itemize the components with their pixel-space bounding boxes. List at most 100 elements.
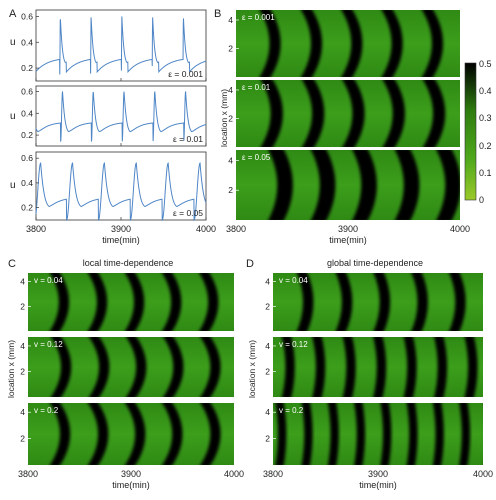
panel-a-plot-eps-0001: 0.2 0.4 0.6 ε = 0.001: [21, 9, 207, 82]
colorbar-tick: 0.3: [479, 113, 492, 123]
x-tick-label: 3800: [226, 224, 246, 234]
panel-b-heatmaps: 2 4 ε = 0.001 2 4 ε = 0.01 2 4 ε = 0.05: [228, 10, 460, 220]
panel-a-letter: A: [9, 8, 17, 20]
wave-band: [260, 80, 283, 147]
panel-b-letter: B: [214, 8, 221, 20]
wave-band: [87, 403, 109, 465]
panel-a-series-line: [35, 16, 207, 75]
wave-band: [394, 150, 420, 220]
y-tick-label: 0.2: [21, 130, 33, 140]
wave-band: [49, 403, 71, 465]
wave-band: [281, 337, 295, 397]
panel-a-series-line: [35, 162, 207, 222]
wave-band: [434, 337, 448, 397]
x-tick-label: 3900: [338, 224, 358, 234]
wave-band: [421, 10, 443, 77]
wave-band: [310, 150, 336, 220]
panel-d-heatmaps: 2 4 v = 0.04 2 4 v = 0.12 2 4 v = 0.2: [265, 273, 483, 465]
wave-band: [275, 403, 287, 465]
y-tick-label: 2: [20, 366, 25, 376]
heatmap-row: 2 4 ε = 0.01: [228, 80, 460, 147]
wave-band: [432, 403, 444, 465]
wave-band: [327, 403, 339, 465]
wave-band: [268, 150, 293, 220]
y-tick-label: 0.6: [21, 11, 33, 21]
heatmap-row: 2 4 v = 0.12: [20, 337, 234, 397]
wave-band: [259, 10, 281, 77]
heatmap-param-label: v = 0.12: [279, 340, 308, 349]
wave-band: [436, 150, 460, 220]
x-tick-label: 3900: [121, 469, 141, 479]
colorbar-tick: 0: [479, 195, 484, 205]
y-tick-label: 2: [20, 301, 25, 311]
y-tick-label: 2: [228, 113, 233, 123]
heatmap-param-label: v = 0.2: [279, 406, 304, 415]
panel-c-ylabel: location x (mm): [6, 340, 16, 398]
wave-band: [200, 403, 221, 465]
x-tick-label: 4000: [224, 469, 244, 479]
panel-d-xlabel: time(min): [359, 480, 397, 490]
wave-band: [87, 273, 108, 331]
wave-band: [373, 337, 387, 397]
panel-d-letter: D: [246, 258, 254, 270]
heatmap-param-label: v = 0.04: [279, 276, 308, 285]
y-tick-label: 0.2: [21, 63, 33, 73]
panel-c-title: local time-dependence: [83, 258, 174, 268]
panel-a-plot-eps-001: 0.2 0.4 0.6 ε = 0.01: [21, 85, 207, 147]
wave-band: [49, 273, 69, 331]
x-tick-label: 3900: [111, 224, 131, 234]
y-tick-label: 2: [265, 366, 270, 376]
colorbar: 0.5 0.4 0.3 0.2 0.1 0: [464, 59, 492, 205]
heatmap-param-label: ε = 0.001: [242, 13, 275, 22]
wave-band: [163, 337, 184, 397]
panel-c-letter: C: [8, 258, 16, 270]
x-tick-label: 3900: [368, 469, 388, 479]
wave-band: [411, 273, 428, 331]
heatmap-row: 2 4 v = 0.04: [20, 273, 234, 331]
wave-band: [312, 337, 326, 397]
wave-band: [296, 273, 314, 331]
y-tick-label: 4: [20, 341, 25, 351]
y-tick-label: 4: [20, 277, 25, 287]
heatmap-param-label: ε = 0.05: [242, 153, 271, 162]
heatmap-row: 2 4 v = 0.12: [265, 337, 483, 397]
wave-band: [423, 80, 446, 147]
colorbar-tick: 0.2: [479, 141, 492, 151]
y-tick-label: 2: [228, 43, 233, 53]
wave-band: [335, 273, 353, 331]
wave-band: [354, 403, 366, 465]
x-tick-label: 3800: [18, 469, 38, 479]
heatmap-param-label: v = 0.12: [34, 340, 63, 349]
heatmap-row: 2 4 v = 0.2: [265, 403, 483, 465]
wave-band: [125, 403, 146, 465]
wave-band: [162, 403, 183, 465]
panel-a-epsilon-label: ε = 0.05: [173, 208, 203, 218]
y-tick-label: 2: [265, 434, 270, 444]
y-tick-label: 2: [265, 301, 270, 311]
x-tick-label: 3800: [26, 224, 46, 234]
wave-band: [300, 10, 322, 77]
wave-band: [200, 337, 221, 397]
wave-band: [459, 403, 471, 465]
wave-band: [382, 80, 405, 147]
wave-band: [403, 337, 417, 397]
y-tick-label: 4: [265, 277, 270, 287]
heatmap-row: 2 4 ε = 0.001: [228, 10, 460, 77]
heatmap-param-label: ε = 0.01: [242, 83, 271, 92]
panel-d-xticks: 3800 3900 4000: [263, 469, 493, 479]
heatmap-row: 2 4 v = 0.04: [265, 273, 483, 331]
y-tick-label: 2: [20, 434, 25, 444]
wave-band: [464, 337, 478, 397]
wave-band: [342, 80, 365, 147]
wave-band: [302, 80, 325, 147]
y-tick-label: 0.6: [21, 153, 33, 163]
panel-c-xlabel: time(min): [112, 480, 150, 490]
panel-b-ylabel: location x (mm): [219, 89, 229, 147]
wave-band: [341, 10, 363, 77]
colorbar-tick: 0.4: [479, 86, 492, 96]
wave-band: [342, 337, 356, 397]
heatmap-param-label: v = 0.2: [34, 406, 59, 415]
panel-c-heatmaps: 2 4 v = 0.04 2 4 v = 0.12 2 4 v = 0.2: [20, 273, 234, 465]
panel-a-xlabel: time(min): [102, 235, 140, 245]
